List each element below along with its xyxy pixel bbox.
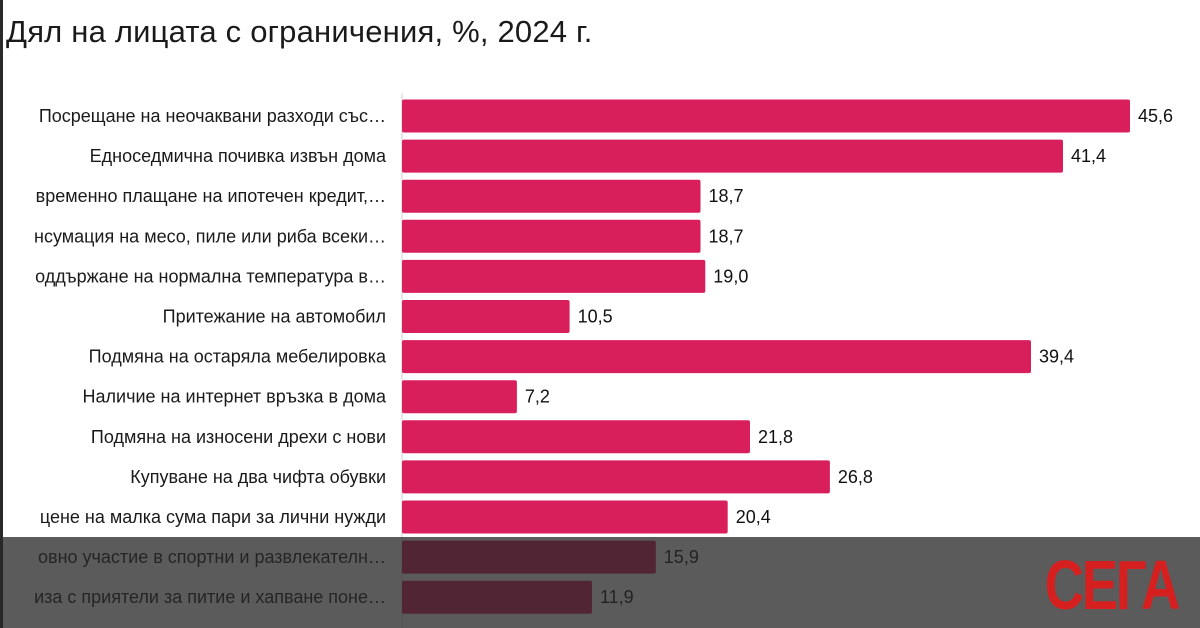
chart-title: Дял на лицата с ограничения, %, 2024 г. (6, 14, 593, 49)
category-label: Наличие на интернет връзка в дома (83, 387, 387, 407)
bar (402, 259, 706, 293)
category-label: нсумация на месо, пиле или риба всеки… (34, 226, 386, 246)
category-label: Подмяна на износени дрехи с нови (91, 427, 386, 447)
category-label: временно плащане на ипотечен кредит,… (36, 186, 386, 206)
value-label: 7,2 (525, 387, 550, 407)
value-label: 39,4 (1039, 347, 1074, 367)
bar (402, 340, 1031, 374)
bar (402, 460, 830, 494)
bar (402, 420, 750, 454)
category-label: Купуване на два чифта обувки (130, 467, 386, 487)
left-border (0, 0, 3, 628)
category-label: Подмяна на остаряла мебелировка (89, 347, 387, 367)
category-label: Посрещане на неочаквани разходи със… (39, 106, 386, 126)
value-label: 45,6 (1138, 106, 1173, 126)
value-label: 41,4 (1071, 146, 1106, 166)
bar (402, 179, 701, 213)
brand-logo: СЕГА (1044, 546, 1181, 624)
bar (402, 500, 728, 534)
value-label: 26,8 (838, 467, 873, 487)
bar (402, 219, 701, 253)
footer-overlay (0, 537, 1200, 628)
value-label: 18,7 (709, 186, 744, 206)
category-label: Притежание на автомобил (163, 307, 386, 327)
bar (402, 99, 1130, 133)
value-label: 20,4 (736, 507, 771, 527)
value-label: 18,7 (709, 226, 744, 246)
category-label: Едноседмична почивка извън дома (90, 146, 387, 166)
bar (402, 139, 1063, 173)
value-label: 21,8 (758, 427, 793, 447)
category-label: цене на малка сума пари за лични нужди (40, 507, 386, 527)
value-label: 19,0 (713, 266, 748, 286)
category-label: оддържане на нормална температура в… (35, 266, 386, 286)
bar (402, 380, 517, 414)
bar (402, 300, 570, 333)
value-label: 10,5 (578, 307, 613, 327)
